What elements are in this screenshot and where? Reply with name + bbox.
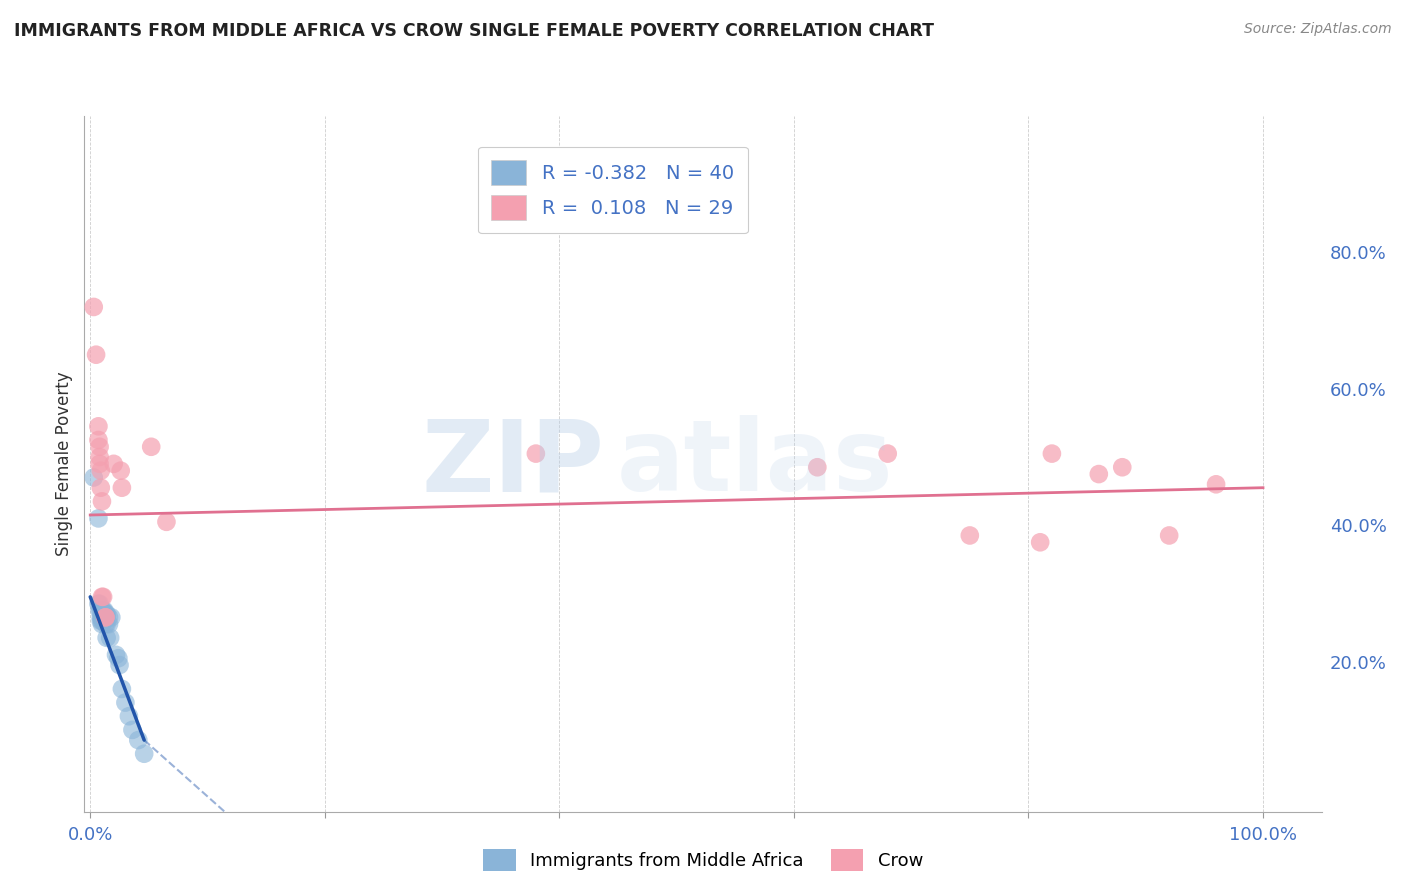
Text: ZIP: ZIP [422,416,605,512]
Point [94,610,117,624]
Point [105,648,128,662]
Point [118,709,141,723]
Point [96,631,118,645]
Text: IMMIGRANTS FROM MIDDLE AFRICA VS CROW SINGLE FEMALE POVERTY CORRELATION CHART: IMMIGRANTS FROM MIDDLE AFRICA VS CROW SI… [14,22,934,40]
Point [83,470,105,484]
Point [93,610,115,624]
Point [94,617,117,632]
Point [87,597,110,611]
Point [94,607,117,621]
Point [108,658,131,673]
Y-axis label: Single Female Poverty: Single Female Poverty [55,372,73,556]
Point [83,300,105,314]
Point [111,481,134,495]
Point [91,610,114,624]
Point [89,450,111,464]
Point [98,631,121,645]
Point [91,494,114,508]
Point [524,447,547,461]
Legend: Immigrants from Middle Africa, Crow: Immigrants from Middle Africa, Crow [475,842,931,879]
Point [91,603,114,617]
Point [90,481,112,495]
Point [91,610,114,624]
Point [96,610,118,624]
Point [134,747,156,761]
Point [91,617,114,632]
Point [1040,447,1063,461]
Point [91,614,114,628]
Point [89,457,111,471]
Point [91,607,114,621]
Point [111,681,134,696]
Point [94,610,117,624]
Point [84,348,107,362]
Point [98,617,121,632]
Text: Source: ZipAtlas.com: Source: ZipAtlas.com [1244,22,1392,37]
Point [959,528,981,542]
Point [1205,477,1227,491]
Point [121,723,143,737]
Legend: R = -0.382   N = 40, R =  0.108   N = 29: R = -0.382 N = 40, R = 0.108 N = 29 [478,146,748,234]
Point [93,614,115,628]
Point [90,603,112,617]
Point [87,433,110,447]
Point [876,447,898,461]
Point [89,597,111,611]
Text: atlas: atlas [616,416,893,512]
Point [127,733,149,747]
Point [87,511,110,525]
Point [96,607,118,621]
Point [98,610,121,624]
Point [90,614,112,628]
Point [90,610,112,624]
Point [107,651,129,665]
Point [155,515,177,529]
Point [96,617,118,632]
Point [1088,467,1111,481]
Point [1029,535,1052,549]
Point [141,440,163,454]
Point [87,419,110,434]
Point [91,590,114,604]
Point [91,603,114,617]
Point [93,607,115,621]
Point [103,457,125,471]
Point [91,590,114,604]
Point [90,464,112,478]
Point [1111,460,1133,475]
Point [806,460,828,475]
Point [110,464,132,478]
Point [94,610,117,624]
Point [89,603,111,617]
Point [100,610,122,624]
Point [93,603,115,617]
Point [114,696,136,710]
Point [89,440,111,454]
Point [91,614,114,628]
Point [1159,528,1181,542]
